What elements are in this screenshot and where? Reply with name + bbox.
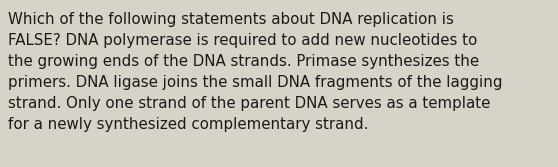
Text: Which of the following statements about DNA replication is
FALSE? DNA polymerase: Which of the following statements about …	[8, 12, 503, 132]
